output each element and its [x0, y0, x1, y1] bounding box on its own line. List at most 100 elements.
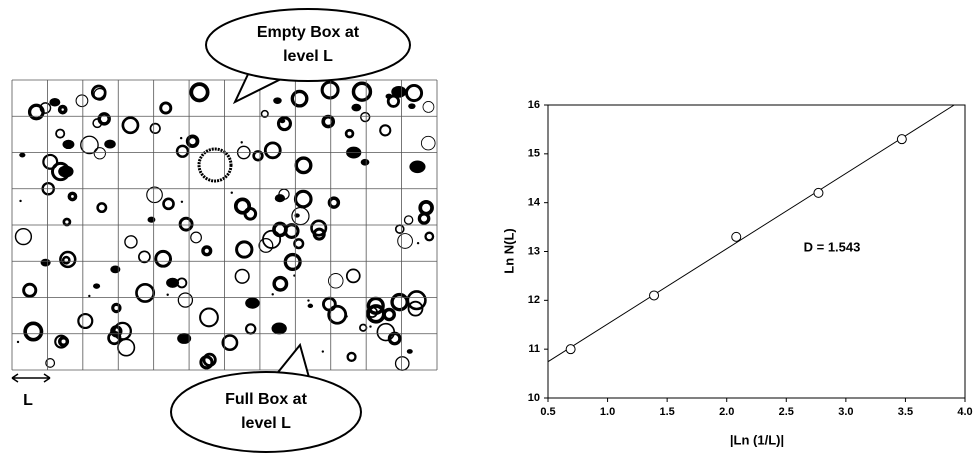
- particle: [417, 242, 419, 244]
- particle: [62, 140, 74, 149]
- particle: [245, 297, 259, 308]
- particle: [148, 217, 156, 223]
- particle: [166, 294, 168, 296]
- callout-text: level L: [241, 415, 291, 432]
- particle: [348, 353, 356, 361]
- x-tick-label: 1.0: [600, 406, 615, 418]
- particle: [398, 234, 413, 249]
- particle: [110, 265, 120, 273]
- scale-arrow: [12, 374, 50, 382]
- particle: [275, 194, 285, 202]
- callout-text: Full Box at: [225, 391, 307, 408]
- particle: [408, 291, 426, 309]
- particle: [181, 201, 183, 203]
- particle: [113, 304, 120, 311]
- particle: [78, 314, 92, 328]
- y-tick-label: 12: [528, 294, 540, 306]
- scale-label: L: [23, 392, 33, 409]
- particle: [323, 298, 335, 310]
- particle: [41, 259, 51, 267]
- particle: [407, 349, 413, 354]
- specimen-image: [16, 82, 436, 370]
- particle: [16, 229, 32, 245]
- data-point: [814, 188, 823, 197]
- particle: [125, 236, 137, 248]
- annotation: D = 1.543: [804, 239, 861, 254]
- particle: [361, 159, 370, 166]
- particle: [420, 202, 432, 214]
- particle: [64, 219, 70, 225]
- particle: [19, 153, 25, 158]
- particle: [380, 125, 390, 135]
- particle: [346, 130, 353, 137]
- particle: [384, 310, 394, 320]
- particle: [191, 232, 202, 243]
- particle: [386, 94, 393, 99]
- particle: [307, 299, 309, 301]
- particle: [139, 251, 150, 262]
- particle: [296, 158, 311, 173]
- particle: [345, 315, 347, 317]
- particle: [60, 107, 66, 113]
- x-tick-label: 3.0: [838, 406, 853, 418]
- y-tick-label: 15: [528, 148, 540, 160]
- callout-text: level L: [283, 48, 333, 65]
- plot-frame: [548, 105, 965, 398]
- particle: [199, 149, 231, 181]
- particle: [235, 269, 249, 283]
- particle: [94, 148, 105, 159]
- data-point: [650, 291, 659, 300]
- particle: [421, 136, 435, 150]
- particle: [292, 91, 306, 105]
- particle: [347, 269, 360, 282]
- particle: [274, 278, 286, 290]
- particle: [81, 136, 98, 153]
- particle: [237, 242, 252, 257]
- x-axis-label: |Ln (1/L)|: [730, 432, 784, 447]
- particle: [178, 293, 192, 307]
- particle: [147, 187, 163, 203]
- x-tick-label: 3.5: [898, 406, 913, 418]
- particle: [136, 284, 153, 301]
- particle: [203, 247, 211, 255]
- y-tick-label: 13: [528, 245, 540, 257]
- particle: [273, 97, 281, 104]
- particle: [396, 225, 404, 233]
- y-tick-label: 14: [528, 197, 541, 209]
- particle: [351, 104, 361, 112]
- particle: [308, 304, 314, 308]
- y-tick-label: 11: [528, 343, 540, 355]
- particle: [406, 85, 421, 100]
- data-point: [732, 232, 741, 241]
- particle: [180, 137, 182, 139]
- x-tick-label: 2.0: [719, 406, 734, 418]
- particle: [30, 105, 44, 119]
- particle: [377, 324, 394, 341]
- particle: [104, 140, 115, 149]
- data-point: [566, 345, 575, 354]
- particle: [241, 141, 243, 143]
- chart: |Ln (1/L)| Ln N(L) D = 1.543 0.51.01.52.…: [501, 99, 972, 448]
- particle: [353, 83, 370, 100]
- particle: [322, 82, 338, 98]
- particle: [285, 255, 300, 270]
- particle: [272, 323, 287, 335]
- particle: [409, 161, 425, 174]
- particle: [63, 257, 69, 263]
- particle: [49, 98, 60, 107]
- particle: [177, 146, 188, 157]
- particle: [150, 124, 160, 134]
- particle: [76, 95, 88, 107]
- x-tick-label: 1.5: [659, 406, 674, 418]
- particle: [404, 216, 412, 224]
- particle: [408, 103, 415, 109]
- particle: [246, 324, 255, 333]
- particle: [99, 114, 109, 124]
- particle: [19, 200, 21, 202]
- particle: [25, 323, 41, 339]
- particle: [123, 118, 138, 133]
- x-tick-label: 0.5: [540, 406, 555, 418]
- particle: [231, 191, 233, 193]
- particle: [263, 231, 280, 248]
- particle: [180, 218, 192, 230]
